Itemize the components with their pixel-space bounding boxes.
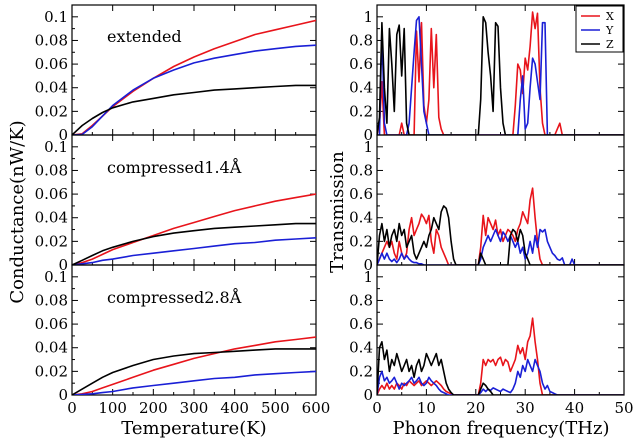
y-tick-label: 0.04	[35, 79, 68, 97]
series-line-y	[72, 237, 316, 265]
right-y-axis-label: Transmission	[327, 151, 348, 273]
panel-label: compressed1.4Å	[107, 157, 242, 177]
right-panel-frame	[376, 134, 625, 266]
x-tick-label: 0	[67, 399, 77, 417]
series-line-y	[377, 358, 624, 395]
y-tick-label: 0.08	[35, 161, 68, 179]
x-tick-label: 30	[516, 399, 535, 417]
y-tick-label: 1	[363, 138, 373, 156]
right-panel-3: 00.20.40.60.810 10 20 30 40 50	[349, 264, 634, 417]
x-tick-label: 400	[220, 399, 249, 417]
series-line-y	[377, 15, 624, 135]
series-line-x	[72, 336, 316, 395]
y-tick-label: 0.1	[44, 138, 68, 156]
y-tick-label: 0.8	[349, 161, 373, 179]
x-tick-label: 100	[98, 399, 127, 417]
left-panel-frame	[71, 264, 317, 396]
y-tick-label: 0	[363, 386, 373, 404]
y-tick-label: 0.06	[35, 315, 68, 333]
y-tick-label: 0.8	[349, 291, 373, 309]
y-tick-label: 1	[363, 8, 373, 26]
y-tick-label: 0.6	[349, 185, 373, 203]
y-tick-label: 0	[58, 256, 68, 274]
x-tick-label: 200	[139, 399, 168, 417]
y-tick-label: 1	[363, 268, 373, 286]
right-x-axis-label: Phonon frequency(THz)	[392, 418, 609, 439]
left-x-axis-label: Temperature(K)	[121, 418, 266, 439]
x-tick-label: 0	[372, 399, 382, 417]
left-panel-1: 0 0.02 0.04 0.06 0.08 0.1 extended	[35, 4, 317, 144]
y-tick-label: 0.04	[35, 209, 68, 227]
series-line-z	[72, 222, 316, 265]
y-tick-label: 0	[363, 126, 373, 144]
x-tick-label: 20	[466, 399, 485, 417]
series-line-x	[72, 193, 316, 265]
series-line-z	[377, 340, 624, 395]
legend: XYZ	[575, 5, 624, 53]
plot-area: 0 0.02 0.04 0.06 0.08 0.1 extended 0 0.02 0.04 0.0…	[35, 4, 634, 417]
x-tick-label: 50	[614, 399, 633, 417]
y-tick-label: 0.08	[35, 31, 68, 49]
legend-label-x: X	[606, 10, 614, 23]
legend-label-y: Y	[605, 24, 614, 37]
series-line-y	[72, 44, 316, 135]
y-tick-label: 0.6	[349, 55, 373, 73]
panel-label: compressed2.8Å	[107, 287, 242, 307]
series-line-z	[377, 15, 624, 135]
legend-label-z: Z	[606, 38, 614, 51]
x-tick-label: 10	[417, 399, 436, 417]
y-tick-label: 0.4	[349, 79, 373, 97]
left-panel-frame	[71, 4, 317, 136]
y-tick-label: 0.02	[35, 362, 68, 380]
y-tick-label: 0	[363, 256, 373, 274]
x-tick-label: 40	[565, 399, 584, 417]
series-line-x	[377, 187, 624, 265]
y-tick-label: 0.8	[349, 31, 373, 49]
y-tick-label: 0.4	[349, 339, 373, 357]
y-tick-label: 0.08	[35, 291, 68, 309]
series-line-x	[377, 11, 624, 135]
y-tick-label: 0	[58, 126, 68, 144]
left-y-axis-label: Conductance(nW/K)	[7, 120, 28, 303]
series-line-z	[72, 348, 316, 395]
left-panel-2: 0 0.02 0.04 0.06 0.08 0.1 compressed1.4Å	[35, 134, 317, 274]
series-line-z	[377, 205, 624, 265]
y-tick-label: 0.1	[44, 8, 68, 26]
series-line-x	[377, 317, 624, 395]
legend-box	[575, 5, 624, 53]
y-tick-label: 0.4	[349, 209, 373, 227]
x-tick-label: 300	[180, 399, 209, 417]
y-tick-label: 0.06	[35, 55, 68, 73]
series-line-z	[72, 84, 316, 135]
y-tick-label: 0.6	[349, 315, 373, 333]
y-tick-label: 0.06	[35, 185, 68, 203]
y-tick-label: 0.2	[349, 232, 373, 250]
x-tick-label: 500	[261, 399, 290, 417]
series-line-y	[72, 370, 316, 395]
x-tick-label: 600	[302, 399, 331, 417]
y-tick-label: 0.02	[35, 232, 68, 250]
panel-label: extended	[107, 27, 182, 46]
right-panel-2: 0 0.2 0.4 0.6 0.8 1	[349, 134, 625, 274]
y-tick-label: 0.1	[44, 268, 68, 286]
y-tick-label: 0	[58, 386, 68, 404]
y-tick-label: 0.2	[349, 362, 373, 380]
y-tick-label: 0.2	[349, 102, 373, 120]
right-panel-1: 0 0.2 0.4 0.6 0.8 1	[349, 4, 625, 144]
y-tick-label: 0.04	[35, 339, 68, 357]
series-line-y	[377, 228, 624, 265]
left-panel-3: 0 0.02 0.04 0.06 0.08 0.1 0 100 200 300 400 500 600 c…	[35, 264, 331, 417]
y-tick-label: 0.02	[35, 102, 68, 120]
